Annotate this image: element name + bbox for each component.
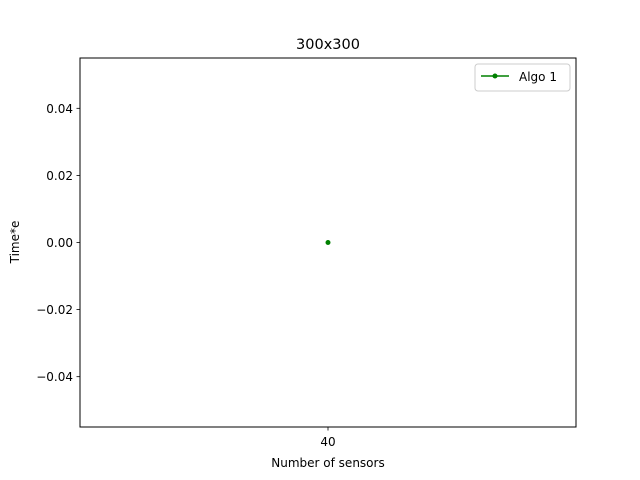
y-axis-ticks: 0.04 0.02 0.00 −0.02 −0.04	[36, 102, 80, 384]
legend-label-algo-1: Algo 1	[519, 70, 557, 84]
y-tick-label: −0.02	[36, 303, 73, 317]
plot-frame	[79, 57, 577, 428]
series-layer	[325, 240, 331, 245]
x-axis-ticks: 40	[320, 427, 336, 449]
y-tick-label: 0.00	[46, 236, 73, 250]
y-tick-label: −0.04	[36, 370, 73, 384]
legend-marker-algo-1	[492, 73, 498, 79]
data-point	[325, 240, 331, 245]
y-tick-label: 0.04	[46, 102, 73, 116]
legend-box	[474, 63, 571, 92]
y-tick-label: 0.02	[46, 169, 73, 183]
legend: Algo 1	[474, 63, 571, 92]
y-axis-label: Time*e	[8, 221, 22, 265]
x-tick-label: 40	[320, 435, 335, 449]
chart-title: 300x300	[296, 37, 360, 53]
x-axis-label: Number of sensors	[271, 456, 384, 470]
